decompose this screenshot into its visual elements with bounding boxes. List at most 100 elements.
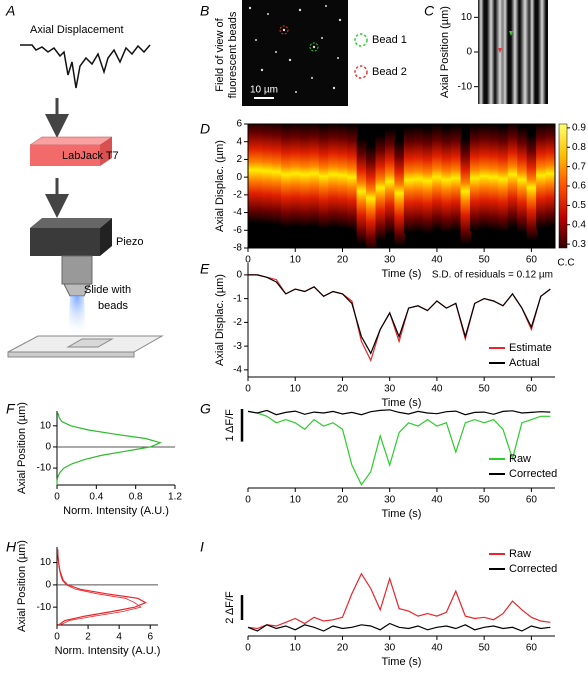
piezo-side xyxy=(100,218,112,256)
x-tick-label: 20 xyxy=(337,643,349,654)
image-stripe xyxy=(511,0,519,104)
labjack-box xyxy=(30,145,100,166)
x-tick-label: 30 xyxy=(384,384,396,395)
bead-marker xyxy=(279,25,289,35)
image-stripe xyxy=(487,0,495,104)
x-tick-label: 60 xyxy=(526,255,538,266)
x-tick-label: 0 xyxy=(245,384,251,395)
image-stripe xyxy=(538,0,546,104)
x-tick-label: 40 xyxy=(431,384,443,395)
line xyxy=(247,409,551,416)
line xyxy=(247,622,551,632)
heatmap-column xyxy=(347,124,358,231)
trace-label: Axial Displacement xyxy=(30,24,124,36)
line xyxy=(57,549,142,626)
panel-label: D xyxy=(200,121,210,137)
scale-bar-label: 1 ΔF/F xyxy=(224,409,236,442)
y-tick-label: 2 xyxy=(236,154,242,165)
image-stripe xyxy=(529,0,535,104)
heatmap-column xyxy=(375,134,386,241)
colorbar xyxy=(558,123,568,249)
heatmap-column xyxy=(262,124,273,225)
scale-label: 10 µm xyxy=(250,85,278,96)
y-tick-label: 10 xyxy=(40,420,52,431)
y-tick-label: -3 xyxy=(233,341,242,352)
legend-label: Bead 1 xyxy=(372,34,407,46)
y-tick-label: -10 xyxy=(37,602,52,613)
heatmap-column xyxy=(422,127,434,234)
heatmap-column xyxy=(479,124,490,230)
y-tick-label: -8 xyxy=(233,243,242,254)
frame xyxy=(247,123,556,249)
labjack-top xyxy=(29,136,113,146)
x-axis-label: Time (s) xyxy=(382,656,422,668)
y-tick-label: 0 xyxy=(466,47,472,58)
heatmap-column xyxy=(545,124,555,227)
heatmap-column xyxy=(536,124,547,229)
heatmap-column xyxy=(290,124,301,227)
y-tick-label: -2 xyxy=(233,317,242,328)
fov-label: Field of view of xyxy=(214,17,226,91)
y-axis-label: Axial Position (µm) xyxy=(16,402,28,494)
y-tick-label: -10 xyxy=(458,81,473,92)
line xyxy=(247,572,551,630)
annotation: S.D. of residuals = 0.12 µm xyxy=(432,270,553,281)
heatmap-column xyxy=(451,124,462,232)
x-tick-label: 0.8 xyxy=(129,492,143,503)
x-tick-label: 30 xyxy=(384,255,396,266)
legend-label: Actual xyxy=(509,357,540,369)
heatmap-column xyxy=(498,125,509,233)
y-tick-label: 0 xyxy=(45,442,51,453)
heatmap-column xyxy=(394,139,405,247)
y-axis-label: Axial Displac. (µm) xyxy=(214,140,226,232)
y-tick-label: 10 xyxy=(40,557,52,568)
colorbar-tick-label: 0.8 xyxy=(572,142,586,153)
x-tick-label: 60 xyxy=(526,495,538,506)
x-tick-label: 0 xyxy=(245,255,251,266)
x-axis-label: Norm. Intensity (A.U.) xyxy=(63,505,169,517)
piezo-label: Piezo xyxy=(116,236,144,248)
x-tick-label: 30 xyxy=(384,495,396,506)
y-tick-label: 0 xyxy=(236,270,242,281)
y-tick-label: 6 xyxy=(236,119,242,130)
heatmap-column xyxy=(403,126,415,233)
colorbar-tick-label: 0.4 xyxy=(572,219,586,230)
light xyxy=(68,296,86,338)
x-tick-label: 40 xyxy=(431,495,443,506)
coverslip xyxy=(66,338,114,348)
heatmap-column xyxy=(271,124,283,225)
panel-label: E xyxy=(200,261,210,277)
heatmap-column xyxy=(460,138,471,245)
x-tick-label: 20 xyxy=(337,384,349,395)
heatmap-column xyxy=(328,124,339,228)
y-tick-label: -6 xyxy=(233,225,242,236)
x-tick-label: 4 xyxy=(116,632,122,643)
panel-label: H xyxy=(6,539,17,555)
legend-marker xyxy=(354,33,368,47)
labjack-side xyxy=(100,137,112,166)
x-tick-label: 50 xyxy=(479,495,491,506)
legend-label: Estimate xyxy=(509,342,552,354)
x-tick-label: 50 xyxy=(479,255,491,266)
y-axis-label: Axial Position (µm) xyxy=(439,6,451,98)
panel-label: C xyxy=(424,3,435,19)
panel-label: A xyxy=(5,3,15,19)
y-tick-label: 10 xyxy=(461,12,473,23)
x-axis-label: Norm. Intensity (A.U.) xyxy=(55,645,161,657)
x-tick-label: 0 xyxy=(245,495,251,506)
heatmap-column xyxy=(488,124,500,231)
x-tick-label: 60 xyxy=(526,384,538,395)
y-tick-label: -2 xyxy=(233,189,242,200)
heatmap-column xyxy=(337,124,349,229)
x-axis-label: Time (s) xyxy=(382,268,422,280)
y-tick-label: 0 xyxy=(45,580,51,591)
piezo-box xyxy=(30,228,100,256)
colorbar-tick-label: 0.5 xyxy=(572,200,586,211)
heatmap-column xyxy=(281,124,292,228)
objective xyxy=(61,255,93,285)
legend-label: Raw xyxy=(509,548,531,560)
line xyxy=(248,274,551,355)
x-tick-label: 0 xyxy=(54,632,60,643)
